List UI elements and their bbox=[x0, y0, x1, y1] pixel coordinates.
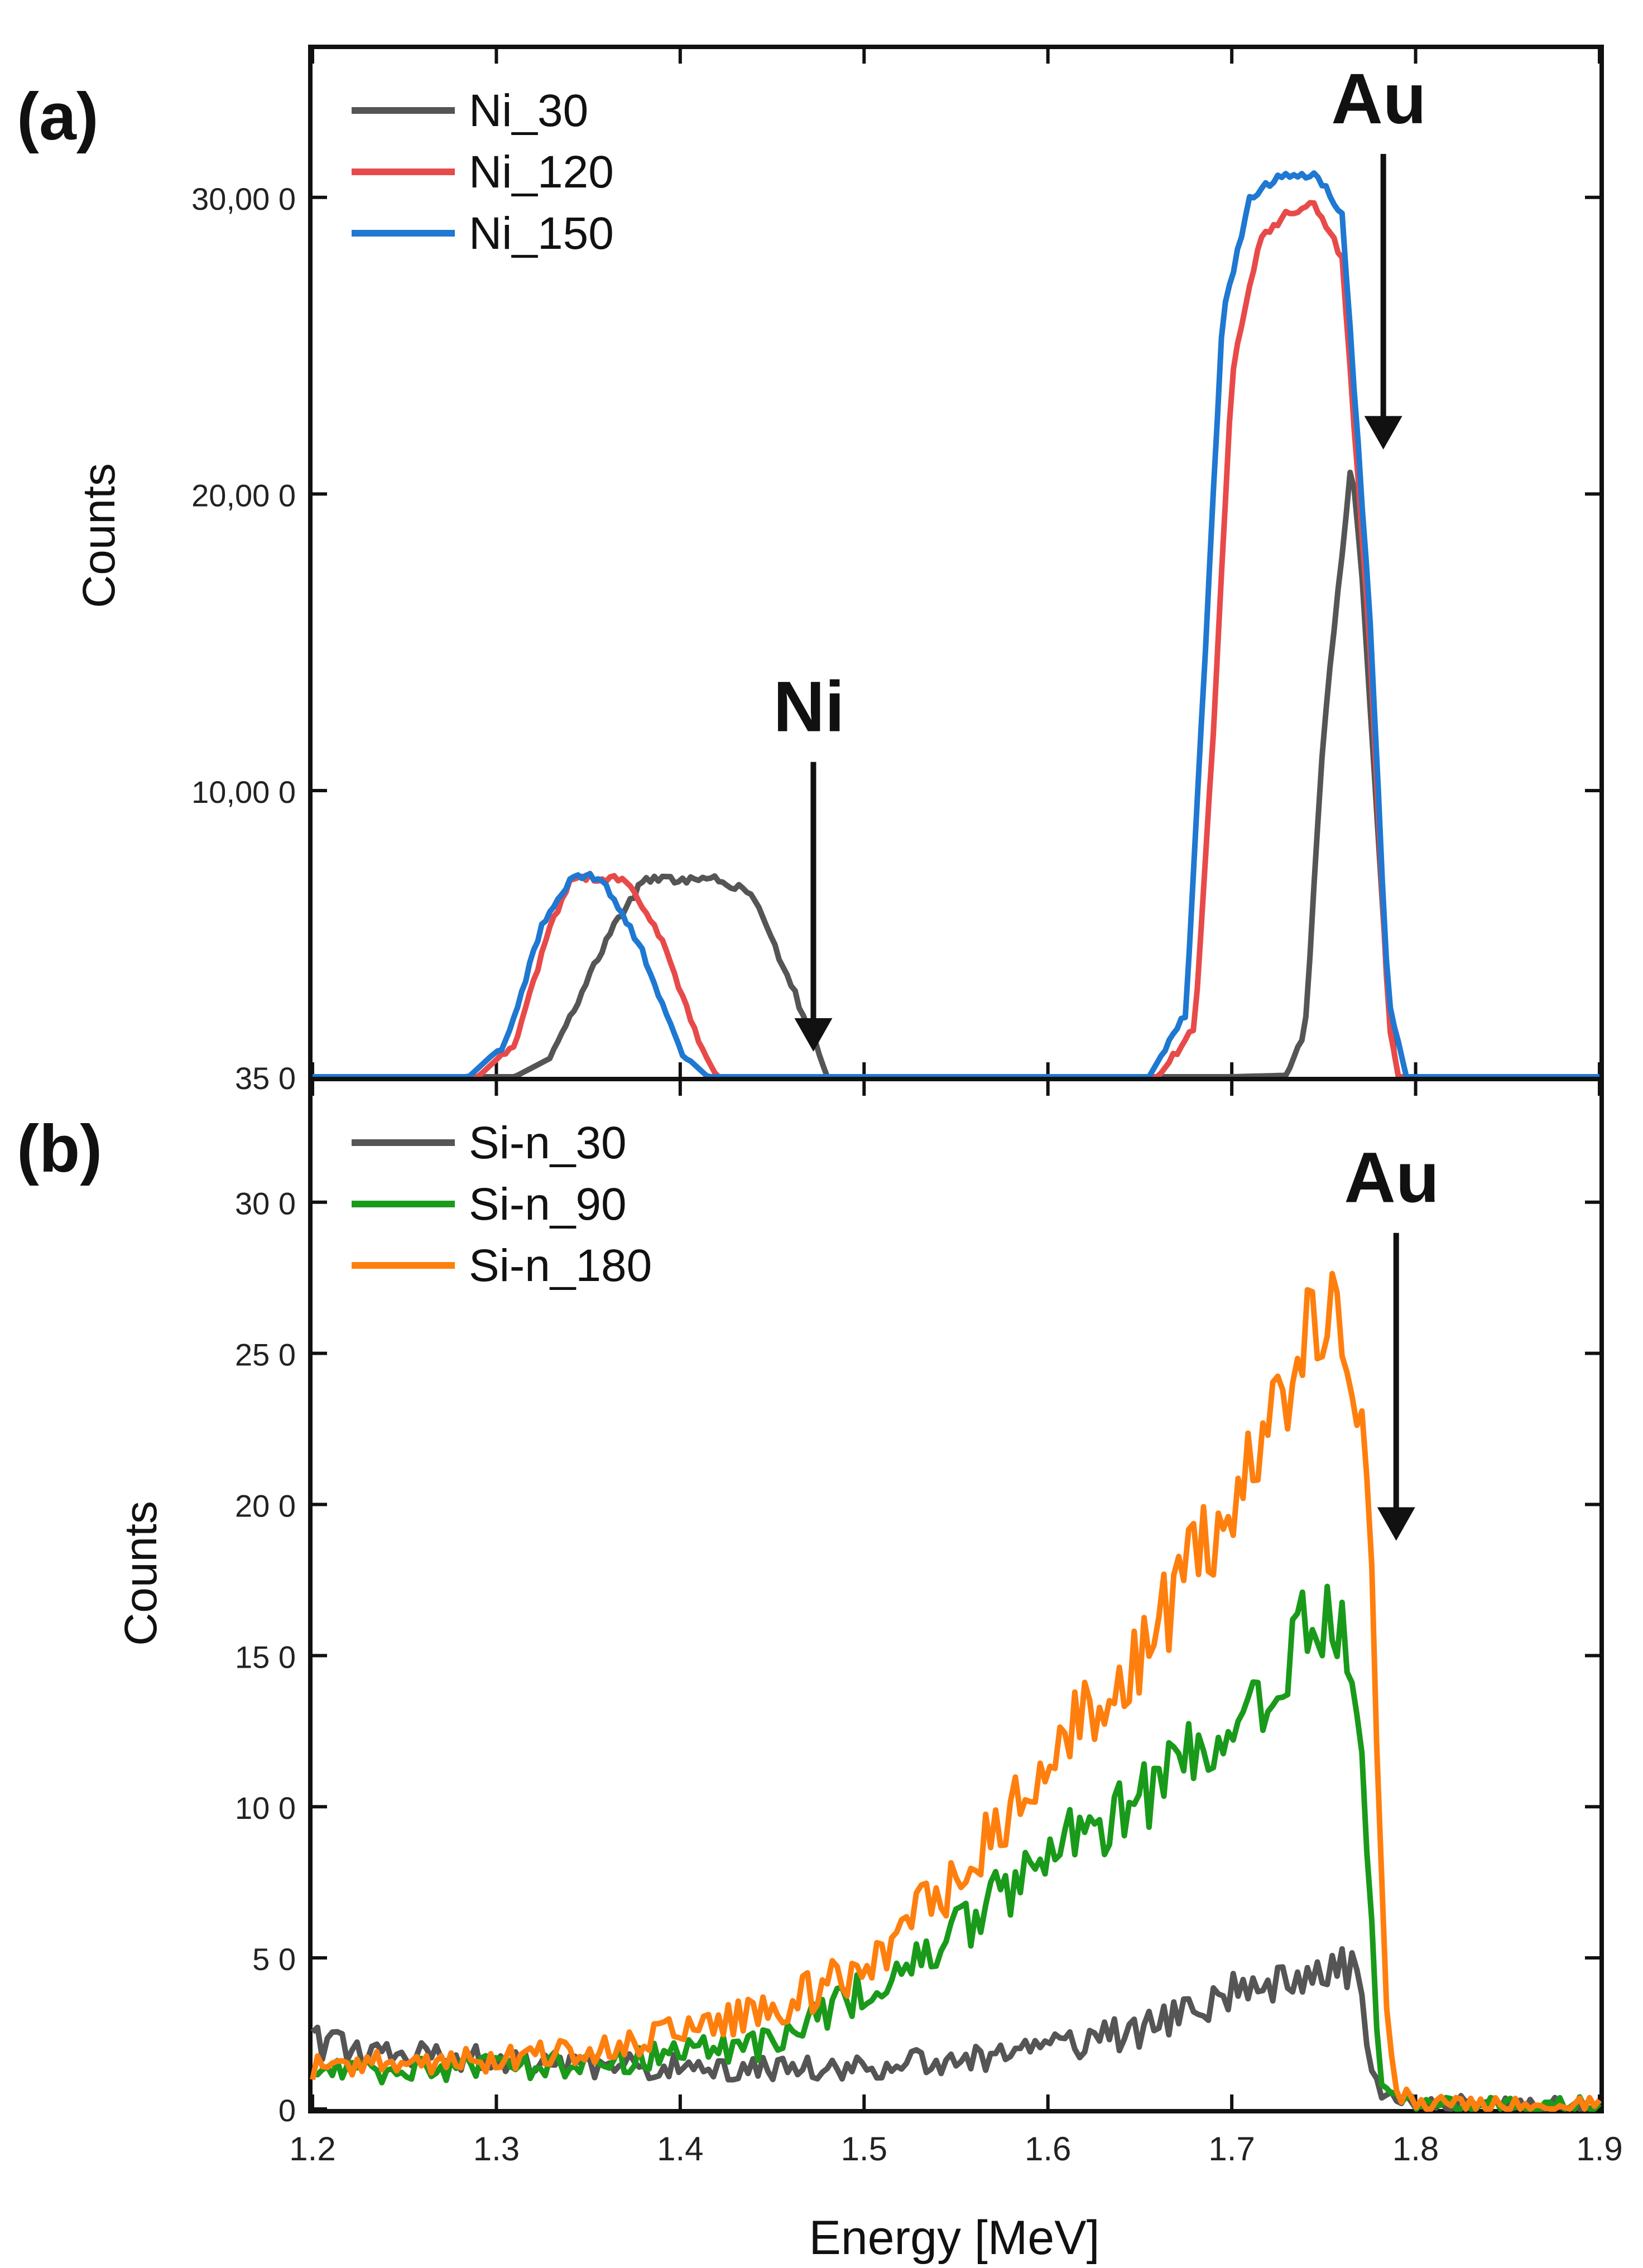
series-line-Ni_150 bbox=[313, 170, 1599, 1080]
y-tick-label: 10,00 0 bbox=[191, 774, 296, 810]
series-line-Ni_30 bbox=[313, 469, 1599, 1080]
legend-label: Ni_150 bbox=[469, 208, 614, 259]
x-tick-label: 1.5 bbox=[841, 2130, 887, 2168]
panel-b-legend: Si-n_30 Si-n_90 Si-n_180 bbox=[352, 1118, 652, 1291]
y-tick-label: 10 0 bbox=[235, 1790, 296, 1826]
legend-label: Ni_30 bbox=[469, 85, 588, 136]
legend-label: Si-n_90 bbox=[469, 1179, 627, 1230]
panel-b-annotations: Au bbox=[1344, 1138, 1439, 1541]
y-tick-label: 25 0 bbox=[235, 1337, 296, 1373]
x-tick-label: 1.6 bbox=[1025, 2130, 1071, 2168]
panel-a-ticks: 35 0 10,00 0 20,00 0 30,00 0 bbox=[191, 47, 1602, 1096]
y-tick-label: 5 0 bbox=[252, 1942, 296, 1977]
y-tick-label: 35 0 bbox=[235, 1061, 296, 1096]
annotation-Au: Au bbox=[1331, 59, 1426, 139]
panel-a-label: (a) bbox=[17, 79, 99, 154]
panel-b-ticks: 0 5 0 10 0 15 0 20 0 25 0 30 0 1.2 1.3 1.4 1.5 1.6 1… bbox=[235, 1079, 1623, 2168]
panel-b-series bbox=[310, 1270, 1602, 2112]
panel-b: (b) Counts 0 5 0 10 0 15 0 20 0 25 0 30 0 1.2 1.… bbox=[17, 1077, 1623, 2265]
x-tick-label: 1.2 bbox=[289, 2130, 335, 2168]
y-tick-label: 20 0 bbox=[235, 1488, 296, 1523]
x-tick-label: 1.7 bbox=[1208, 2130, 1255, 2168]
panel-b-y-axis-label: Counts bbox=[116, 1501, 166, 1646]
x-tick-label: 1.8 bbox=[1392, 2130, 1439, 2168]
panel-a-annotations: Ni Au bbox=[773, 59, 1426, 1052]
x-tick-label: 1.9 bbox=[1576, 2130, 1622, 2168]
annotation-Au: Au bbox=[1344, 1138, 1439, 1218]
legend-label: Si-n_180 bbox=[469, 1240, 652, 1291]
annotation-arrow-head bbox=[1364, 416, 1402, 450]
panel-a-legend: Ni_30 Ni_120 Ni_150 bbox=[352, 85, 614, 259]
y-tick-label: 30,00 0 bbox=[191, 181, 296, 216]
y-tick-label: 20,00 0 bbox=[191, 478, 296, 513]
panel-a: (a) Counts 35 0 10,00 0 20,00 0 30,00 0 Ni_… bbox=[17, 45, 1604, 1096]
legend-label: Ni_120 bbox=[469, 147, 614, 198]
series-line-Ni_120 bbox=[313, 200, 1599, 1080]
x-tick-label: 1.4 bbox=[657, 2130, 703, 2168]
panel-b-frame bbox=[308, 1077, 1604, 2113]
series-line-Si-n_90 bbox=[311, 1583, 1602, 2112]
series-line-Si-n_180 bbox=[310, 1270, 1602, 2112]
panel-a-y-axis-label: Counts bbox=[74, 463, 124, 608]
annotation-Ni: Ni bbox=[773, 667, 844, 747]
y-tick-label: 15 0 bbox=[235, 1639, 296, 1674]
annotation-arrow-head bbox=[794, 1018, 833, 1052]
legend-label: Si-n_30 bbox=[469, 1118, 627, 1168]
x-tick-label: 1.3 bbox=[473, 2130, 520, 2168]
y-tick-label: 0 bbox=[278, 2093, 296, 2128]
panel-b-label: (b) bbox=[17, 1111, 102, 1186]
panel-a-frame bbox=[308, 45, 1604, 1081]
annotation-arrow-head bbox=[1377, 1507, 1415, 1541]
x-axis-label: Energy [MeV] bbox=[809, 2211, 1100, 2265]
y-tick-label: 30 0 bbox=[235, 1186, 296, 1221]
panel-a-series bbox=[313, 170, 1599, 1080]
series-line-Si-n_30 bbox=[310, 1946, 1602, 2112]
